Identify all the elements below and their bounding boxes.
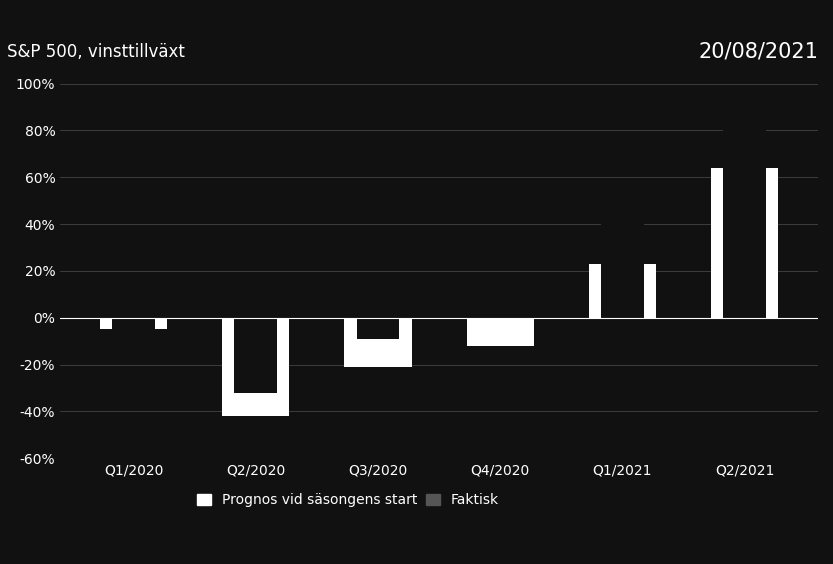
Bar <box>222 318 289 416</box>
Bar <box>466 318 534 346</box>
Bar <box>234 318 277 393</box>
Bar <box>711 168 778 318</box>
Legend: Prognos vid säsongens start, Faktisk: Prognos vid säsongens start, Faktisk <box>193 489 503 511</box>
Bar <box>601 196 644 318</box>
Bar <box>357 318 399 339</box>
Bar <box>100 318 167 329</box>
Bar <box>723 95 766 318</box>
Text: 20/08/2021: 20/08/2021 <box>698 41 818 61</box>
Bar <box>589 264 656 318</box>
Bar <box>344 318 412 367</box>
Bar <box>112 318 155 348</box>
Bar <box>479 309 521 318</box>
Text: S&P 500, vinsttillväxt: S&P 500, vinsttillväxt <box>7 43 185 61</box>
